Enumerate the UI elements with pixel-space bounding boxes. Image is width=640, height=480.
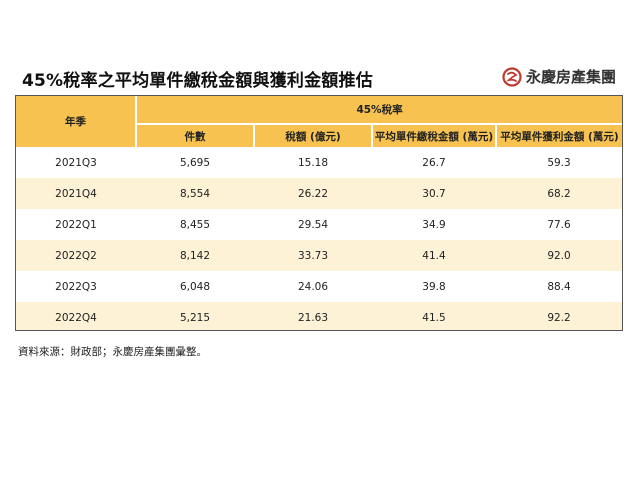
cell-cases: 5,215 <box>136 302 254 330</box>
header-cases: 件數 <box>136 123 254 147</box>
cell-cases: 8,455 <box>136 209 254 240</box>
cell-avg-profit: 92.2 <box>496 302 622 330</box>
cell-tax: 29.54 <box>254 209 372 240</box>
table-row: 2021Q4 8,554 26.22 30.7 68.2 <box>16 178 622 209</box>
header-year: 年季 <box>16 96 137 147</box>
cell-tax: 21.63 <box>254 302 372 330</box>
cell-period: 2022Q4 <box>16 302 136 330</box>
cell-cases: 5,695 <box>136 147 254 178</box>
cell-tax: 15.18 <box>254 147 372 178</box>
cell-avg-tax: 41.4 <box>372 240 496 271</box>
brand-logo: 永慶房產集團 <box>502 66 616 87</box>
header-avg-profit: 平均單件獲利金額 (萬元) <box>494 123 622 147</box>
yungching-logo-icon <box>502 66 522 87</box>
cell-period: 2022Q1 <box>16 209 136 240</box>
cell-period: 2021Q3 <box>16 147 136 178</box>
cell-cases: 6,048 <box>136 271 254 302</box>
page-title: 45%稅率之平均單件繳稅金額與獲利金額推估 <box>22 71 373 91</box>
table-row: 2022Q2 8,142 33.73 41.4 92.0 <box>16 240 622 271</box>
table-row: 2021Q3 5,695 15.18 26.7 59.3 <box>16 147 622 178</box>
cell-avg-profit: 68.2 <box>496 178 622 209</box>
cell-avg-tax: 39.8 <box>372 271 496 302</box>
cell-tax: 26.22 <box>254 178 372 209</box>
cell-period: 2022Q3 <box>16 271 136 302</box>
cell-tax: 24.06 <box>254 271 372 302</box>
cell-period: 2021Q4 <box>16 178 136 209</box>
cell-avg-tax: 41.5 <box>372 302 496 330</box>
cell-period: 2022Q2 <box>16 240 136 271</box>
cell-avg-profit: 92.0 <box>496 240 622 271</box>
cell-tax: 33.73 <box>254 240 372 271</box>
cell-avg-profit: 88.4 <box>496 271 622 302</box>
cell-avg-profit: 59.3 <box>496 147 622 178</box>
brand-name: 永慶房產集團 <box>525 68 616 86</box>
cell-cases: 8,554 <box>136 178 254 209</box>
cell-avg-tax: 34.9 <box>372 209 496 240</box>
header-group-tax-rate: 45%稅率 <box>136 96 622 124</box>
header-avg-tax: 平均單件繳稅金額 (萬元) <box>371 123 496 147</box>
table-row: 2022Q1 8,455 29.54 34.9 77.6 <box>16 209 622 240</box>
cell-avg-profit: 77.6 <box>496 209 622 240</box>
table-row: 2022Q3 6,048 24.06 39.8 88.4 <box>16 271 622 302</box>
data-table: 年季 45%稅率 件數 稅額 (億元) 平均單件繳稅金額 (萬元) 平均單件獲利… <box>15 95 623 331</box>
header-tax-amount: 稅額 (億元) <box>253 123 372 147</box>
cell-avg-tax: 26.7 <box>372 147 496 178</box>
cell-avg-tax: 30.7 <box>372 178 496 209</box>
table-row: 2022Q4 5,215 21.63 41.5 92.2 <box>16 302 622 330</box>
source-note: 資料來源：財政部；永慶房產集團彙整。 <box>18 346 207 358</box>
cell-cases: 8,142 <box>136 240 254 271</box>
